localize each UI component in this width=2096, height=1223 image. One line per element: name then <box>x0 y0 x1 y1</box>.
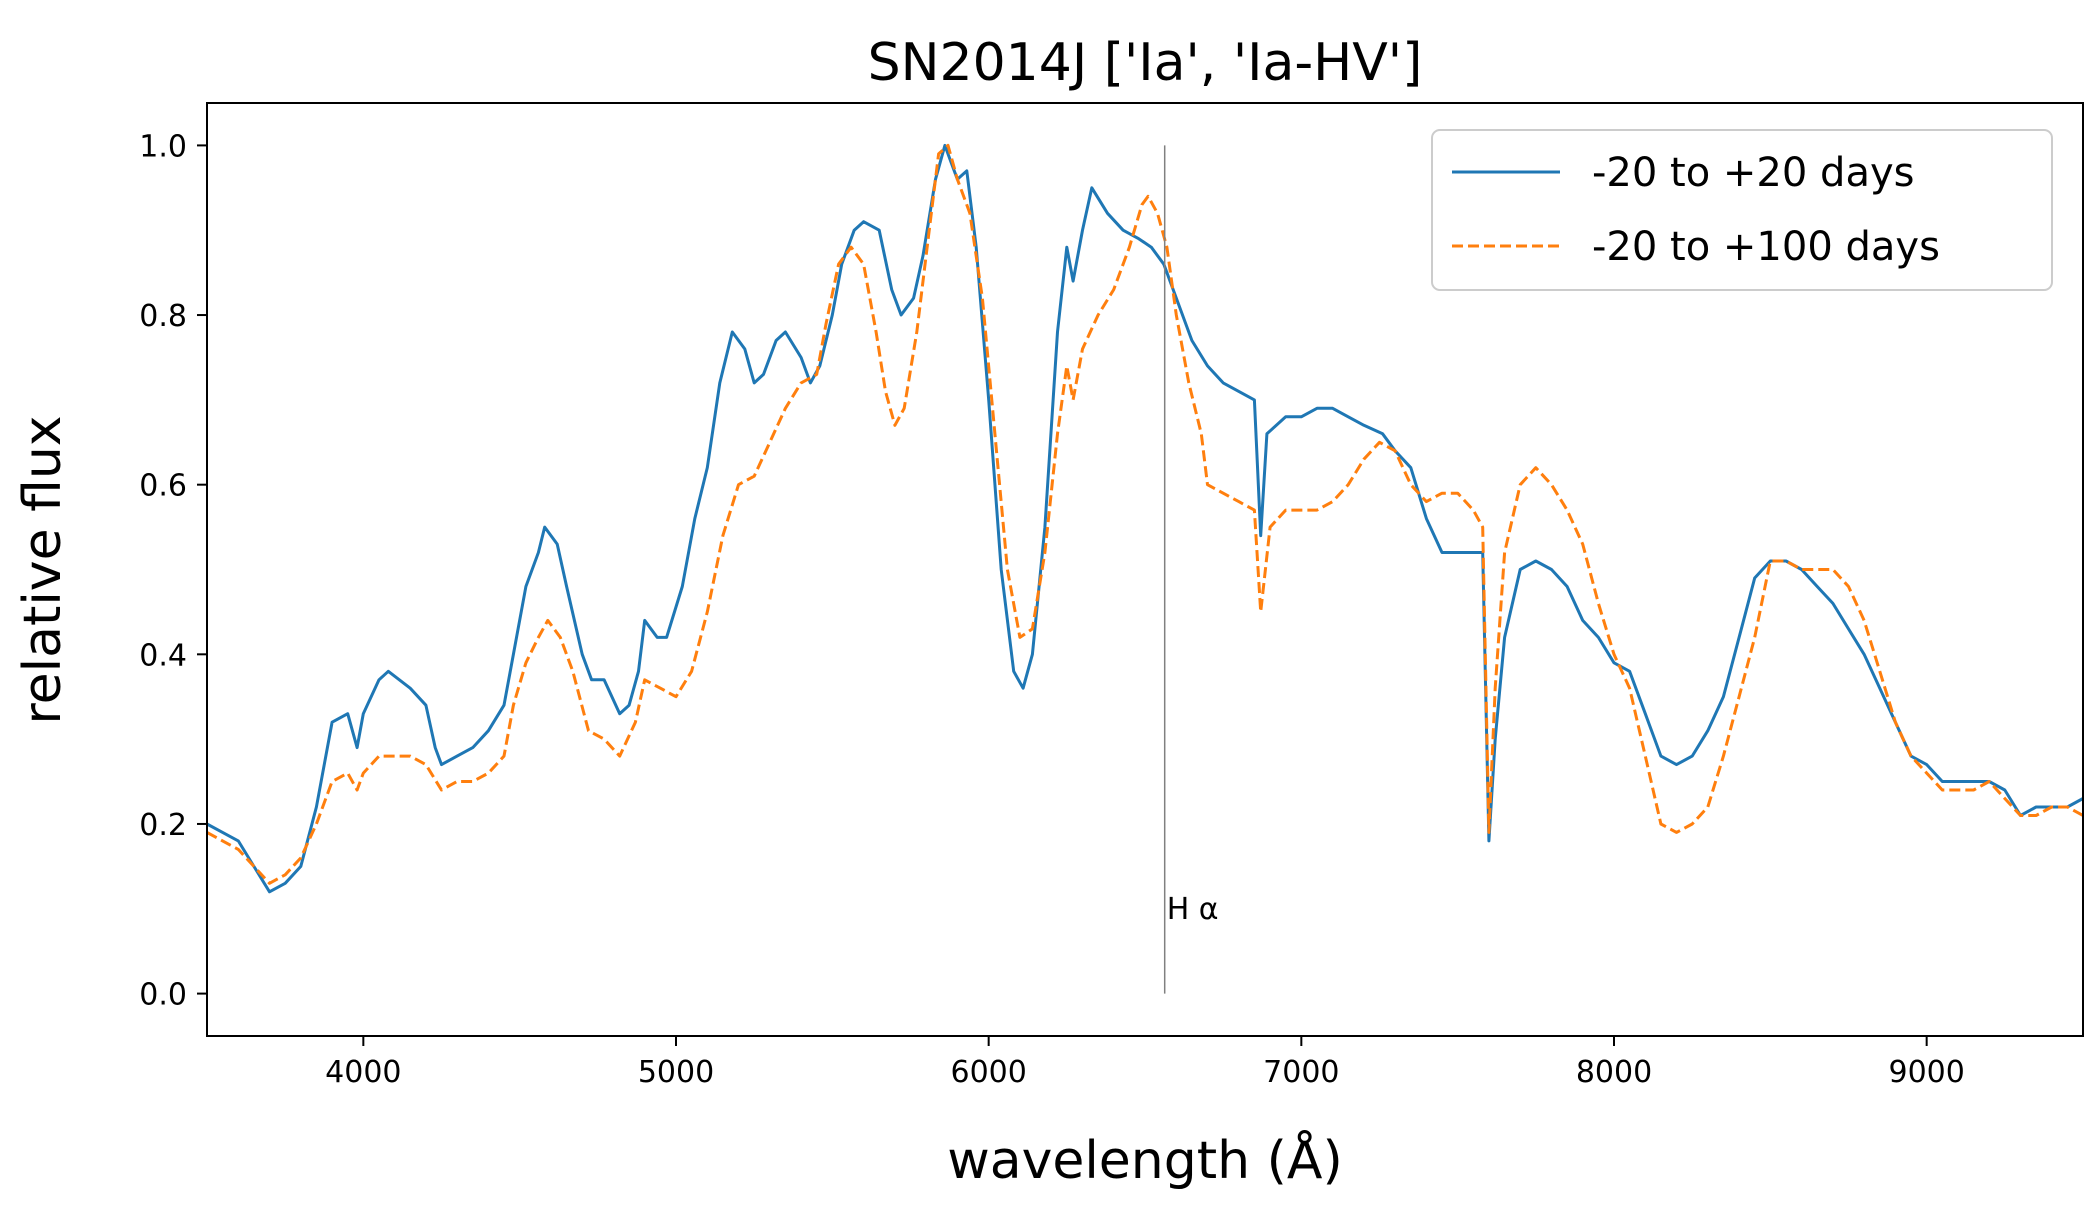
x-axis-label: wavelength (Å) <box>947 1129 1343 1191</box>
legend-label-series-1: -20 to +100 days <box>1592 224 1940 270</box>
x-axis-ticks: 4000 5000 6000 7000 8000 9000 <box>325 1036 1965 1090</box>
y-axis-label: relative flux <box>13 415 73 724</box>
y-tick-label: 1.0 <box>139 129 187 164</box>
y-tick-label: 0.6 <box>139 469 187 504</box>
legend-box <box>1431 129 2053 291</box>
y-tick-label: 0.2 <box>139 808 187 843</box>
y-tick-label: 0.4 <box>139 638 187 673</box>
chart-title: SN2014J ['Ia', 'Ia-HV'] <box>868 33 1423 93</box>
h-alpha-label: H α <box>1167 892 1219 927</box>
x-tick-label: 7000 <box>1263 1055 1339 1090</box>
y-axis-ticks: 0.0 0.2 0.4 0.6 0.8 1.0 <box>139 129 207 1013</box>
x-tick-label: 4000 <box>325 1055 401 1090</box>
series-line-1 <box>206 143 2084 885</box>
series-layer <box>206 143 2084 894</box>
series-line-0 <box>206 143 2084 894</box>
x-tick-label: 9000 <box>1888 1055 1964 1090</box>
plot-area: H α <box>206 102 2084 1037</box>
y-tick-label: 0.8 <box>139 299 187 334</box>
x-tick-label: 5000 <box>638 1055 714 1090</box>
legend: -20 to +20 days -20 to +100 days <box>1431 129 2053 291</box>
x-tick-label: 8000 <box>1576 1055 1652 1090</box>
x-tick-label: 6000 <box>950 1055 1026 1090</box>
y-tick-label: 0.0 <box>139 978 187 1013</box>
axes-frame <box>206 102 2084 1037</box>
legend-label-series-0: -20 to +20 days <box>1592 150 1914 196</box>
